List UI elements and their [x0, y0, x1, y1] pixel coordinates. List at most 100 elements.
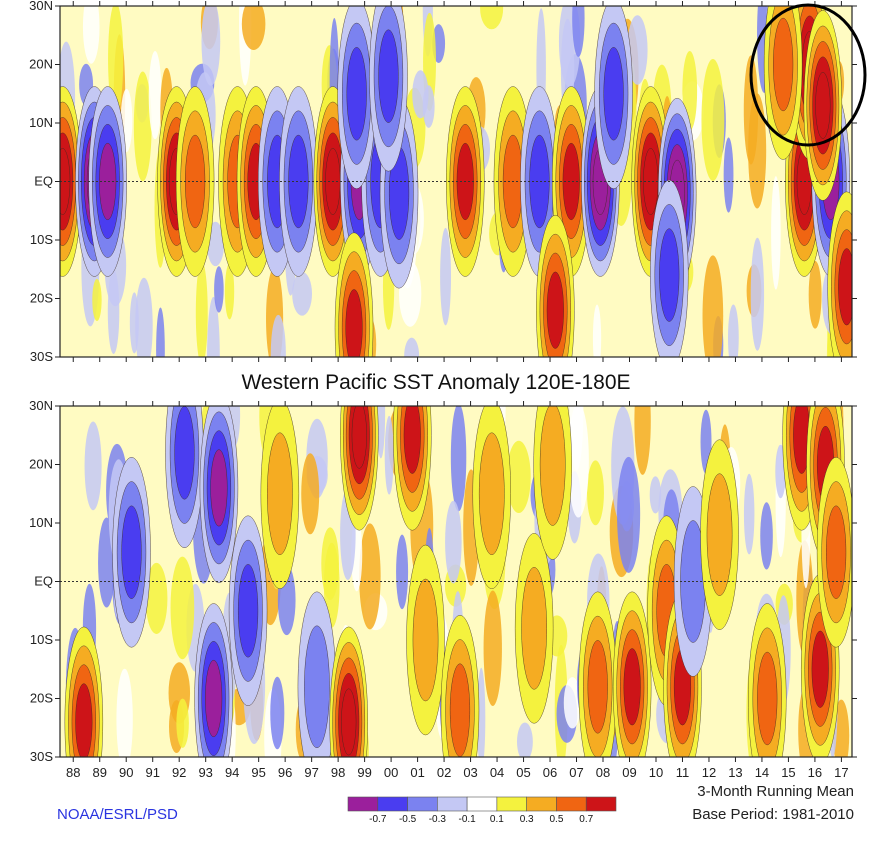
anomaly-contour	[238, 564, 259, 658]
anomaly-stripe	[506, 440, 531, 514]
anomaly-stripe	[201, 6, 221, 86]
running-mean-label: 3-Month Running Mean	[697, 783, 854, 800]
anomaly-stripe	[723, 137, 734, 213]
anomaly-stripe	[92, 278, 102, 322]
anomaly-stripe	[135, 277, 153, 357]
anomaly-stripe	[176, 698, 189, 748]
anomaly-stripe	[148, 51, 162, 140]
anomaly-stripe	[170, 556, 195, 660]
y-tick-label: 30N	[29, 0, 53, 13]
x-tick-label: 97	[304, 765, 318, 780]
anomaly-stripe	[359, 523, 381, 630]
y-tick-label: 20S	[30, 691, 53, 706]
y-tick-label: EQ	[34, 574, 53, 589]
x-tick-label: 08	[596, 765, 610, 780]
anomaly-stripe	[116, 668, 133, 757]
anomaly-stripe	[133, 71, 152, 182]
anomaly-contour	[412, 578, 439, 702]
anomaly-stripe	[224, 263, 235, 320]
credit-label: NOAA/ESRL/PSD	[57, 806, 178, 823]
colorbar-swatch	[526, 796, 557, 812]
anomaly-stripe	[384, 415, 394, 495]
anomaly-stripe	[760, 502, 773, 570]
x-tick-label: 96	[278, 765, 292, 780]
anomaly-contour	[478, 432, 505, 555]
anomaly-stripe	[156, 307, 165, 357]
anomaly-stripe	[301, 453, 320, 535]
y-tick-label: 30S	[30, 749, 53, 764]
anomaly-stripe	[270, 314, 286, 357]
anomaly-stripe	[517, 722, 533, 757]
anomaly-stripe	[195, 261, 208, 357]
anomaly-contour	[403, 406, 421, 474]
anomaly-contour	[838, 248, 852, 326]
y-tick-label: 30N	[29, 398, 53, 413]
anomaly-contour	[304, 625, 330, 748]
x-tick-label: 91	[145, 765, 159, 780]
x-tick-label: 16	[808, 765, 822, 780]
anomaly-stripe	[270, 676, 285, 750]
anomaly-stripe	[563, 677, 581, 729]
anomaly-stripe	[592, 304, 602, 357]
y-tick-label: EQ	[34, 174, 53, 189]
anomaly-stripe	[617, 456, 641, 573]
anomaly-contour	[75, 683, 93, 757]
x-tick-label: 01	[410, 765, 424, 780]
colorbar-swatch	[556, 796, 587, 812]
colorbar-swatch	[585, 796, 617, 812]
anomaly-stripe	[445, 500, 462, 584]
anomaly-contour	[815, 72, 831, 139]
bottom-y-axis: 30N 20N 10N EQ 10S 20S 30S	[29, 398, 857, 764]
anomaly-contour	[603, 47, 624, 141]
y-tick-label: 10N	[29, 515, 53, 530]
anomaly-contour	[267, 432, 293, 555]
bottom-panel: 30N 20N 10N EQ 10S 20S 30S 88 89 90 91 92 93 94 95 96 9…	[29, 398, 857, 780]
anomaly-stripe	[292, 271, 313, 316]
bottom-x-axis: 88 89 90 91 92 93 94 95 96 97 98 99 00 01 02 03 04 05 06 07…	[66, 757, 849, 780]
anomaly-contour	[351, 406, 367, 469]
anomaly-stripe	[483, 590, 502, 706]
colorbar-swatch	[466, 796, 498, 812]
colorbar-swatch	[377, 796, 408, 812]
anomaly-stripe	[808, 260, 822, 329]
anomaly-stripe	[404, 337, 420, 357]
anomaly-contour	[345, 289, 363, 357]
colorbar-swatch	[347, 796, 379, 812]
x-tick-label: 14	[755, 765, 769, 780]
anomaly-stripe	[412, 70, 429, 119]
base-period-label: Base Period: 1981-2010	[692, 806, 854, 823]
anomaly-contour	[623, 648, 641, 726]
x-tick-label: 93	[198, 765, 212, 780]
highlight-circle	[749, 3, 867, 147]
anomaly-stripe	[207, 296, 220, 357]
anomaly-contour	[587, 640, 608, 734]
x-tick-label: 95	[251, 765, 265, 780]
anomaly-stripe	[108, 6, 124, 116]
anomaly-contour	[706, 473, 733, 596]
anomaly-contour	[539, 406, 566, 526]
x-tick-label: 06	[543, 765, 557, 780]
colorbar-swatch	[437, 796, 468, 812]
anomaly-stripe	[321, 527, 339, 600]
anomaly-contour	[546, 271, 564, 349]
x-tick-label: 07	[569, 765, 583, 780]
anomaly-stripe	[477, 667, 486, 757]
anomaly-stripe	[587, 460, 604, 526]
anomaly-stripe	[572, 6, 585, 57]
x-tick-label: 13	[728, 765, 742, 780]
anomaly-contour	[562, 142, 580, 221]
x-tick-label: 12	[702, 765, 716, 780]
x-tick-label: 88	[66, 765, 80, 780]
anomaly-stripe	[241, 6, 266, 50]
anomaly-contour	[210, 449, 228, 527]
anomaly-contour	[346, 47, 367, 141]
x-tick-label: 92	[172, 765, 186, 780]
y-tick-label: 30S	[30, 349, 53, 364]
anomaly-contour	[521, 567, 547, 690]
anomaly-stripe	[634, 406, 651, 475]
x-tick-label: 03	[463, 765, 477, 780]
anomaly-contour	[773, 17, 794, 112]
anomaly-stripe	[396, 534, 409, 610]
anomaly-stripe	[440, 227, 452, 326]
top-panel: 30N 20N 10N EQ 10S 20S 30S	[29, 0, 867, 406]
